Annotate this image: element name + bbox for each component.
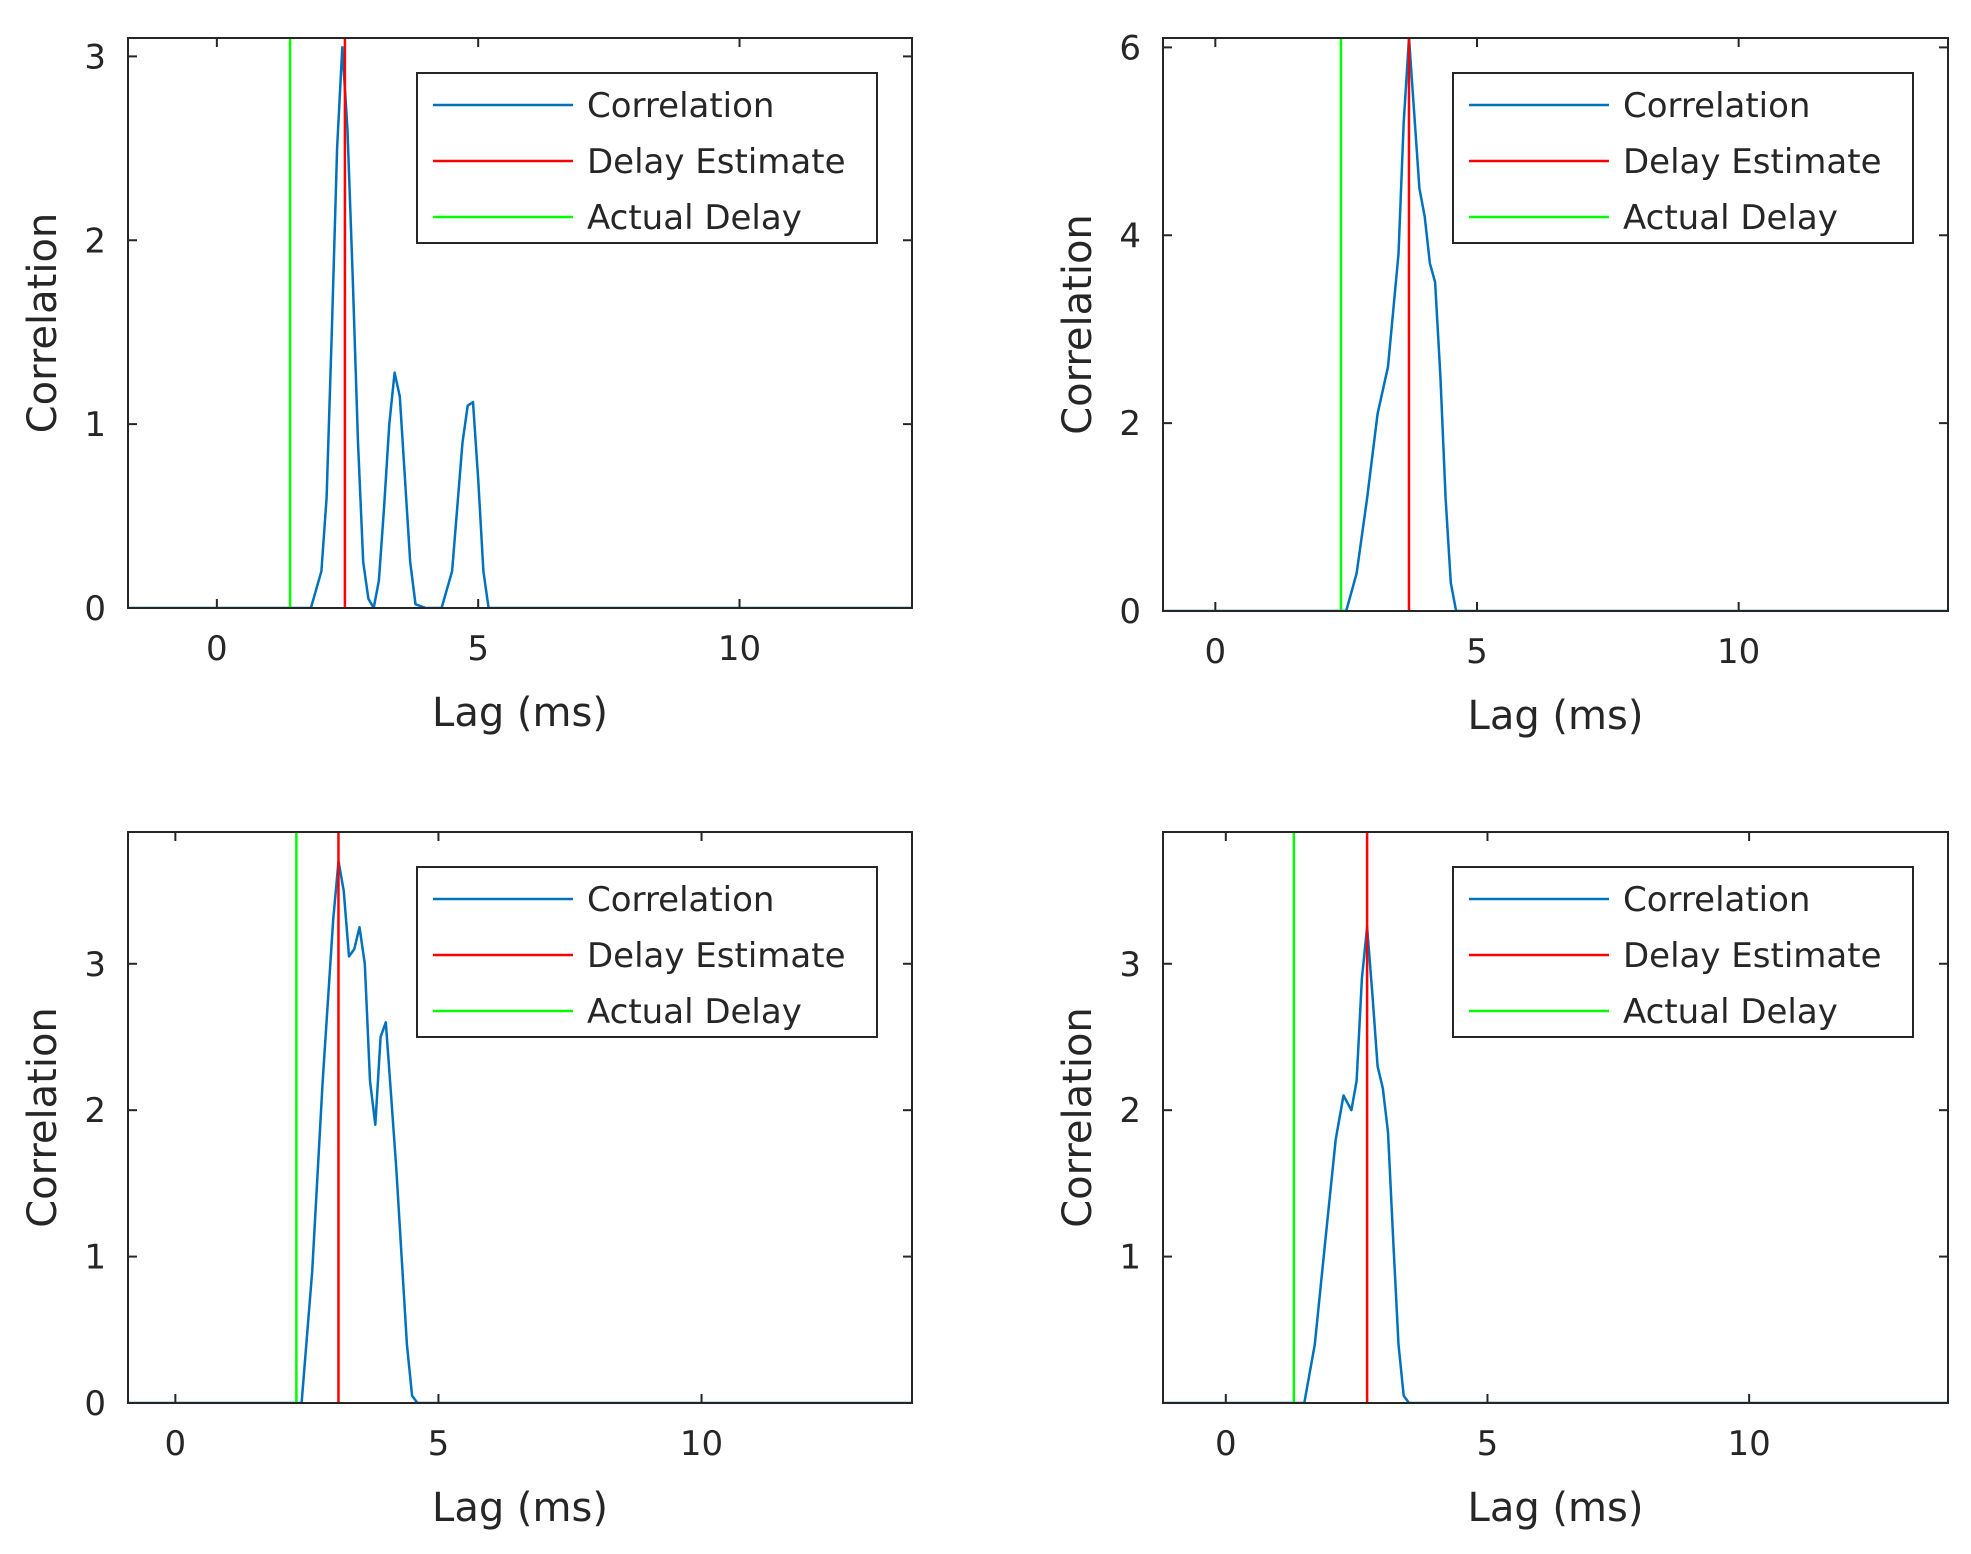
legend: Correlation Delay Estimate Actual Delay	[1452, 72, 1914, 244]
y-tick-label: 2	[84, 1091, 106, 1131]
x-axis-label: Lag (ms)	[432, 1485, 608, 1531]
legend-label-correlation: Correlation	[587, 86, 774, 126]
y-tick-label: 0	[84, 1384, 106, 1424]
x-tick-label: 0	[206, 629, 228, 669]
legend-label-correlation: Correlation	[1623, 86, 1810, 126]
y-tick-label: 0	[84, 589, 106, 629]
y-tick-label: 3	[84, 37, 106, 77]
legend-label-correlation: Correlation	[587, 880, 774, 920]
legend: Correlation Delay Estimate Actual Delay	[416, 866, 878, 1038]
plot-content	[128, 832, 912, 1403]
x-tick-label: 5	[467, 629, 489, 669]
plot-content	[1163, 38, 1948, 611]
legend-label-actual-delay: Actual Delay	[587, 198, 802, 238]
correlation-line	[128, 45, 912, 608]
legend-box	[1452, 866, 1914, 1038]
x-tick-label: 5	[1466, 632, 1488, 672]
legend: Correlation Delay Estimate Actual Delay	[416, 72, 878, 244]
legend-label-actual-delay: Actual Delay	[587, 992, 802, 1032]
y-axis-label: Correlation	[20, 213, 66, 434]
subplot-4: 0 5 10 1 2 3 Lag (ms) Correlation Correlation Del…	[1055, 831, 1949, 1531]
y-tick-label: 2	[84, 221, 106, 261]
legend-box	[416, 72, 878, 244]
legend-label-delay-estimate: Delay Estimate	[1623, 142, 1882, 182]
axes-box	[127, 831, 913, 1404]
y-tick-label: 1	[84, 1238, 106, 1278]
x-tick-label: 10	[1728, 1424, 1771, 1464]
x-tick-label: 5	[428, 1424, 450, 1464]
axes-box	[1162, 37, 1949, 612]
y-tick-label: 4	[1119, 216, 1141, 256]
subplot-1: 0 5 10 0 1 2 3 Lag (ms) Correlation Correlation De…	[20, 37, 913, 736]
x-axis-label: Lag (ms)	[1468, 1485, 1644, 1531]
axes-box	[127, 37, 913, 609]
y-axis-label: Correlation	[1055, 1007, 1101, 1228]
x-tick-label: 5	[1477, 1424, 1499, 1464]
y-tick-label: 0	[1119, 592, 1141, 632]
y-tick-label: 3	[84, 945, 106, 985]
correlation-line	[128, 860, 912, 1403]
x-tick-label: 0	[1205, 632, 1227, 672]
y-axis-label: Correlation	[1055, 214, 1101, 435]
legend: Correlation Delay Estimate Actual Delay	[1452, 866, 1914, 1038]
plot-content	[128, 38, 912, 608]
x-axis-label: Lag (ms)	[1468, 693, 1644, 739]
y-tick-label: 1	[1119, 1238, 1141, 1278]
y-tick-label: 2	[1119, 1091, 1141, 1131]
y-tick-label: 2	[1119, 404, 1141, 444]
correlation-line	[1163, 38, 1948, 611]
legend-label-actual-delay: Actual Delay	[1623, 198, 1838, 238]
x-tick-label: 10	[1717, 632, 1760, 672]
x-tick-label: 10	[680, 1424, 723, 1464]
subplot-3: 0 5 10 0 1 2 3 Lag (ms) Correlation Correlation De…	[20, 831, 913, 1531]
legend-box	[1452, 72, 1914, 244]
legend-label-correlation: Correlation	[1623, 880, 1810, 920]
x-tick-label: 0	[165, 1424, 187, 1464]
y-tick-label: 3	[1119, 945, 1141, 985]
legend-label-delay-estimate: Delay Estimate	[1623, 936, 1882, 976]
x-tick-label: 0	[1215, 1424, 1237, 1464]
y-tick-label: 6	[1119, 28, 1141, 68]
legend-box	[416, 866, 878, 1038]
y-tick-label: 1	[84, 405, 106, 445]
legend-label-actual-delay: Actual Delay	[1623, 992, 1838, 1032]
legend-label-delay-estimate: Delay Estimate	[587, 142, 846, 182]
y-axis-label: Correlation	[20, 1007, 66, 1228]
axes-box	[1162, 831, 1949, 1404]
x-axis-label: Lag (ms)	[432, 690, 608, 736]
x-tick-label: 10	[718, 629, 761, 669]
plot-content	[1163, 832, 1948, 1403]
subplot-2: 0 5 10 0 2 4 6 Lag (ms) Correlation Correlation De…	[1055, 28, 1949, 739]
legend-label-delay-estimate: Delay Estimate	[587, 936, 846, 976]
